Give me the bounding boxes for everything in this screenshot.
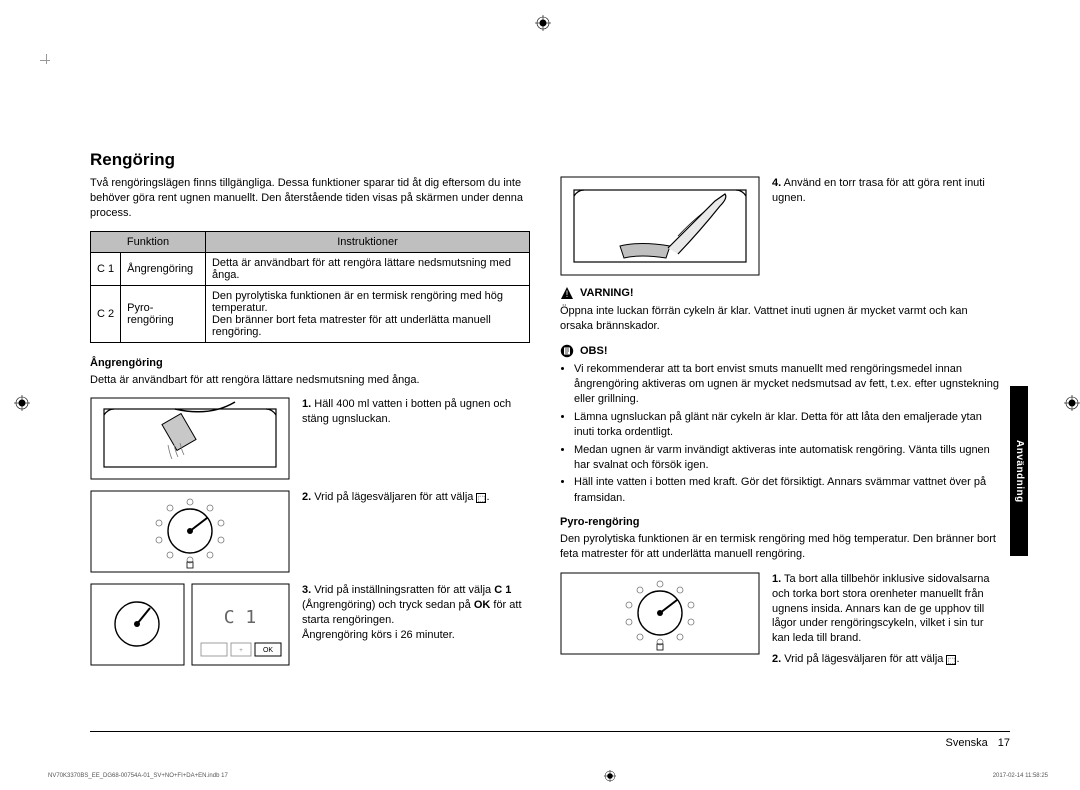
crop-mark (40, 60, 50, 70)
table-code: C 1 (91, 252, 121, 285)
imprint-file: NV70K3370BS_EE_DG68-00754A-01_SV+NO+FI+D… (48, 773, 228, 779)
mode-dial-figure (560, 572, 760, 655)
intro-text: Två rengöringslägen finns tillgängliga. … (90, 176, 530, 221)
steam-intro: Detta är användbart för att rengöra lätt… (90, 373, 530, 388)
footer-rule (90, 731, 1010, 732)
page-footer: Svenska 17 (90, 737, 1010, 749)
footer-page-number: 17 (998, 737, 1010, 749)
step-3: C 1 + OK 3. Vrid på inställningsratten f… (90, 583, 530, 666)
step-2: 2. Vrid på lägesväljaren för att välja ⬚… (90, 490, 530, 573)
warning-heading: ! VARNING! (560, 286, 1000, 300)
step-3-text: 3. Vrid på inställningsratten för att vä… (302, 583, 530, 642)
note-bullet: Medan ugnen är varm invändigt aktiveras … (574, 443, 1000, 474)
mode-dial-figure (90, 490, 290, 573)
step-1: 1. Häll 400 ml vatten i botten på ugnen … (90, 397, 530, 480)
setting-dial-display-figure: C 1 + OK (90, 583, 290, 666)
column-left: Två rengöringslägen finns tillgängliga. … (90, 176, 530, 677)
steam-title: Ångrengöring (90, 357, 530, 369)
note-bullet: Lämna ugnsluckan på glänt när cykeln är … (574, 410, 1000, 441)
table-instr: Den pyrolytiska funktionen är en termisk… (205, 285, 529, 342)
warning-label: VARNING! (580, 287, 634, 299)
oven-wipe-figure (560, 176, 760, 276)
registration-mark-bottom (604, 770, 616, 782)
step-4: 4. Använd en torr trasa för att göra ren… (560, 176, 1000, 276)
column-right: 4. Använd en torr trasa för att göra ren… (560, 176, 1000, 677)
note-bullet: Häll inte vatten i botten med kraft. Gör… (574, 475, 1000, 506)
pyro-intro: Den pyrolytiska funktionen är en termisk… (560, 532, 1000, 562)
pyro-step-text: 1. Ta bort alla tillbehör inklusive sido… (772, 572, 1000, 667)
table-row: C 2 Pyro-rengöring Den pyrolytiska funkt… (91, 285, 530, 342)
pyro-step-1: 1. Ta bort alla tillbehör inklusive sido… (560, 572, 1000, 667)
display-text: C 1 (224, 607, 257, 628)
table-header-funktion: Funktion (91, 231, 206, 252)
registration-mark-right (1064, 395, 1080, 411)
step-4-text: 4. Använd en torr trasa för att göra ren… (772, 176, 1000, 206)
footer-language: Svenska (946, 737, 988, 749)
imprint-date: 2017-02-14 11:58:25 (993, 773, 1048, 779)
mode-icon: ⬚ (946, 655, 956, 665)
note-bullets: Vi rekommenderar att ta bort envist smut… (560, 362, 1000, 507)
table-funktion: Pyro-rengöring (121, 285, 206, 342)
page-content: Rengöring Två rengöringslägen finns till… (90, 150, 1010, 677)
function-table: Funktion Instruktioner C 1 Ångrengöring … (90, 231, 530, 343)
page-title: Rengöring (90, 150, 1010, 170)
imprint-footer: NV70K3370BS_EE_DG68-00754A-01_SV+NO+FI+D… (48, 770, 1048, 782)
oven-pour-water-figure (90, 397, 290, 480)
step-1-text: 1. Häll 400 ml vatten i botten på ugnen … (302, 397, 530, 427)
note-label: OBS! (580, 345, 608, 357)
registration-mark-top (535, 15, 551, 31)
side-tab: Användning (1010, 386, 1028, 556)
step-2-text: 2. Vrid på lägesväljaren för att välja ⬚… (302, 490, 530, 505)
table-row: C 1 Ångrengöring Detta är användbart för… (91, 252, 530, 285)
note-icon (560, 344, 574, 358)
pyro-title: Pyro-rengöring (560, 516, 1000, 528)
table-header-instruktioner: Instruktioner (205, 231, 529, 252)
svg-text:!: ! (566, 289, 569, 299)
svg-text:+: + (239, 648, 243, 654)
registration-mark-left (14, 395, 30, 411)
table-code: C 2 (91, 285, 121, 342)
table-instr: Detta är användbart för att rengöra lätt… (205, 252, 529, 285)
table-header-row: Funktion Instruktioner (91, 231, 530, 252)
table-funktion: Ångrengöring (121, 252, 206, 285)
mode-icon: ⬚ (476, 493, 486, 503)
note-bullet: Vi rekommenderar att ta bort envist smut… (574, 362, 1000, 408)
warning-text: Öppna inte luckan förrän cykeln är klar.… (560, 304, 1000, 334)
note-heading: OBS! (560, 344, 1000, 358)
svg-text:OK: OK (263, 647, 273, 654)
warning-icon: ! (560, 286, 574, 300)
